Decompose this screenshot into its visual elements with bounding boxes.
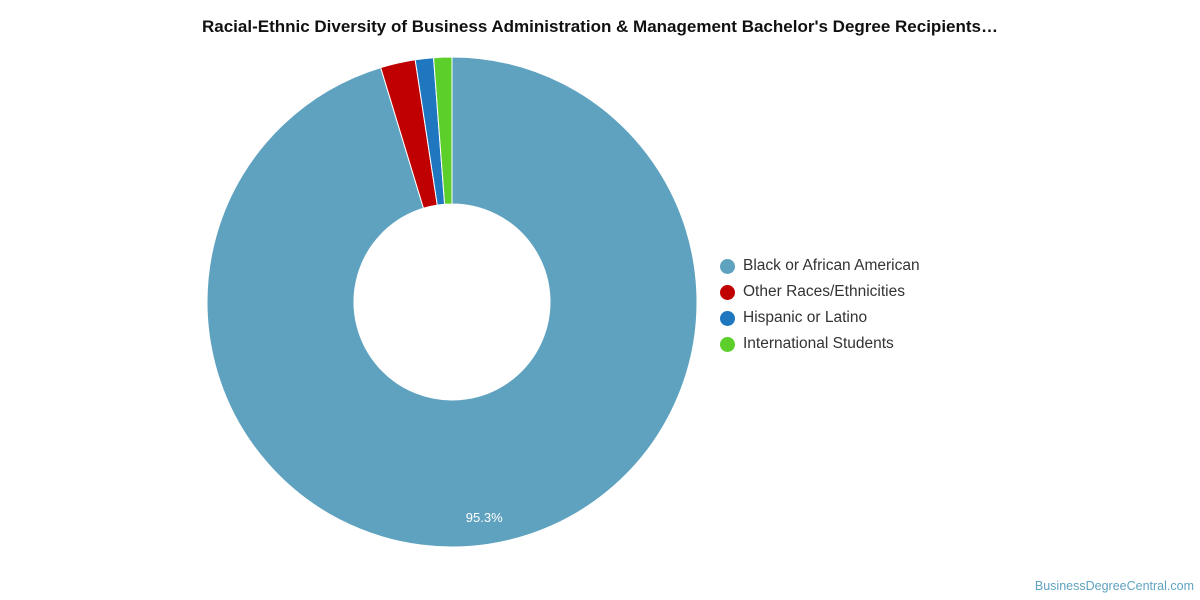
donut-data-labels: 95.3% [466, 510, 503, 525]
legend-item-0[interactable]: Black or African American [720, 253, 920, 279]
legend-label-3: International Students [743, 335, 894, 352]
legend-label-2: Hispanic or Latino [743, 309, 868, 326]
donut-slices [206, 56, 698, 548]
chart-title: Racial-Ethnic Diversity of Business Admi… [201, 17, 998, 36]
legend-swatch-1 [720, 284, 735, 300]
legend-label-1: Other Races/Ethnicities [743, 283, 905, 300]
legend-swatch-3 [720, 336, 735, 352]
legend-swatch-0 [720, 258, 735, 274]
source-watermark[interactable]: BusinessDegreeCentral.com [1034, 579, 1194, 593]
legend-label-0: Black or African American [743, 257, 920, 274]
chart-legend: Black or African American Other Races/Eth… [720, 253, 920, 357]
legend-item-2[interactable]: Hispanic or Latino [720, 305, 920, 331]
donut-slice-0[interactable] [206, 56, 698, 548]
legend-item-3[interactable]: International Students [720, 331, 920, 357]
data-label-0: 95.3% [466, 510, 503, 525]
legend-swatch-2 [720, 310, 735, 326]
donut-slice-3[interactable] [433, 56, 453, 205]
legend-item-1[interactable]: Other Races/Ethnicities [720, 279, 920, 305]
